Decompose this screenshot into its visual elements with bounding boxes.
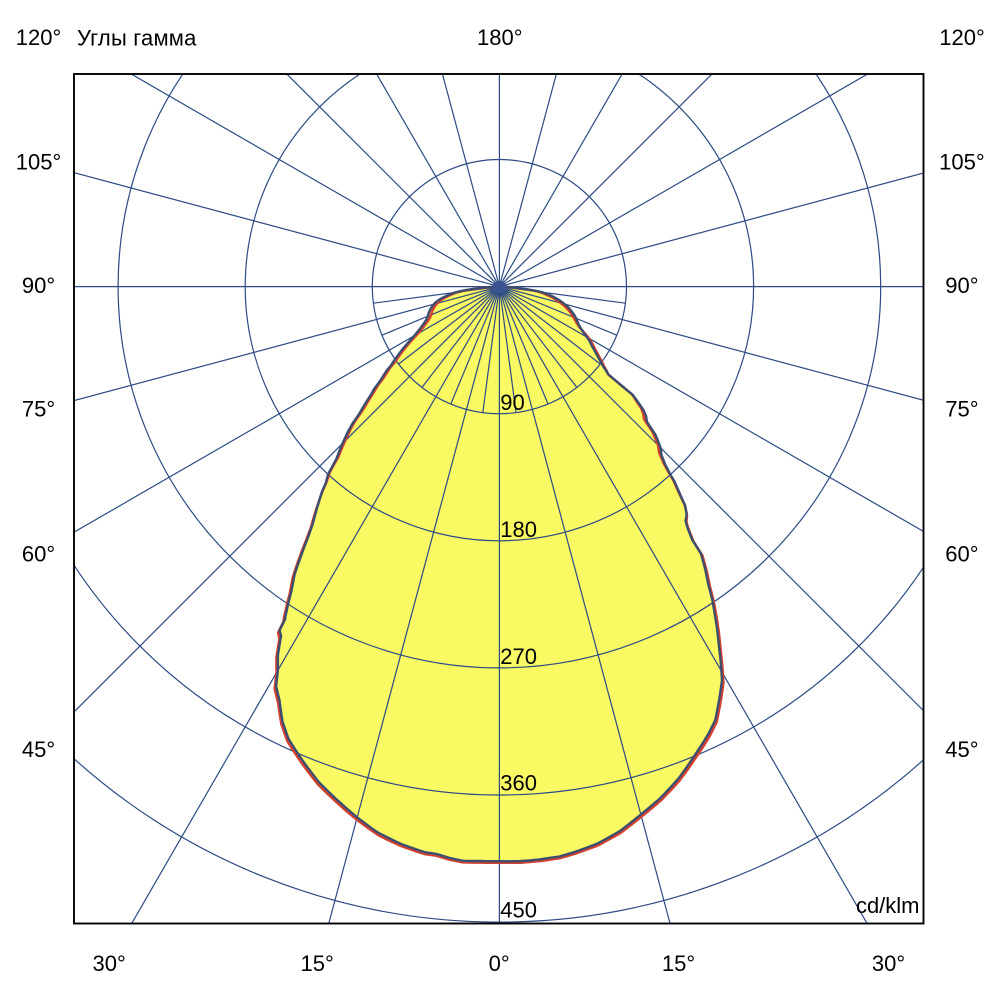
svg-text:90°: 90° (22, 273, 55, 298)
svg-text:15°: 15° (301, 951, 334, 976)
svg-text:75°: 75° (22, 396, 55, 421)
svg-text:Углы гамма: Углы гамма (77, 25, 197, 50)
svg-text:45°: 45° (945, 737, 978, 762)
svg-text:360: 360 (500, 771, 537, 796)
svg-text:cd/klm: cd/klm (856, 893, 920, 918)
svg-text:30°: 30° (872, 951, 905, 976)
svg-text:75°: 75° (945, 396, 978, 421)
svg-text:45°: 45° (22, 737, 55, 762)
svg-text:15°: 15° (662, 951, 695, 976)
svg-text:0°: 0° (489, 951, 510, 976)
svg-text:270: 270 (500, 644, 537, 669)
svg-text:105°: 105° (939, 150, 985, 175)
svg-text:60°: 60° (945, 542, 978, 567)
svg-text:60°: 60° (22, 542, 55, 567)
svg-text:90°: 90° (945, 273, 978, 298)
svg-text:90: 90 (500, 390, 524, 415)
svg-text:105°: 105° (16, 150, 62, 175)
svg-text:120°: 120° (16, 25, 62, 50)
svg-text:180: 180 (500, 517, 537, 542)
svg-text:120°: 120° (939, 25, 985, 50)
svg-text:450: 450 (500, 898, 537, 923)
svg-text:30°: 30° (93, 951, 126, 976)
svg-text:180°: 180° (477, 25, 523, 50)
